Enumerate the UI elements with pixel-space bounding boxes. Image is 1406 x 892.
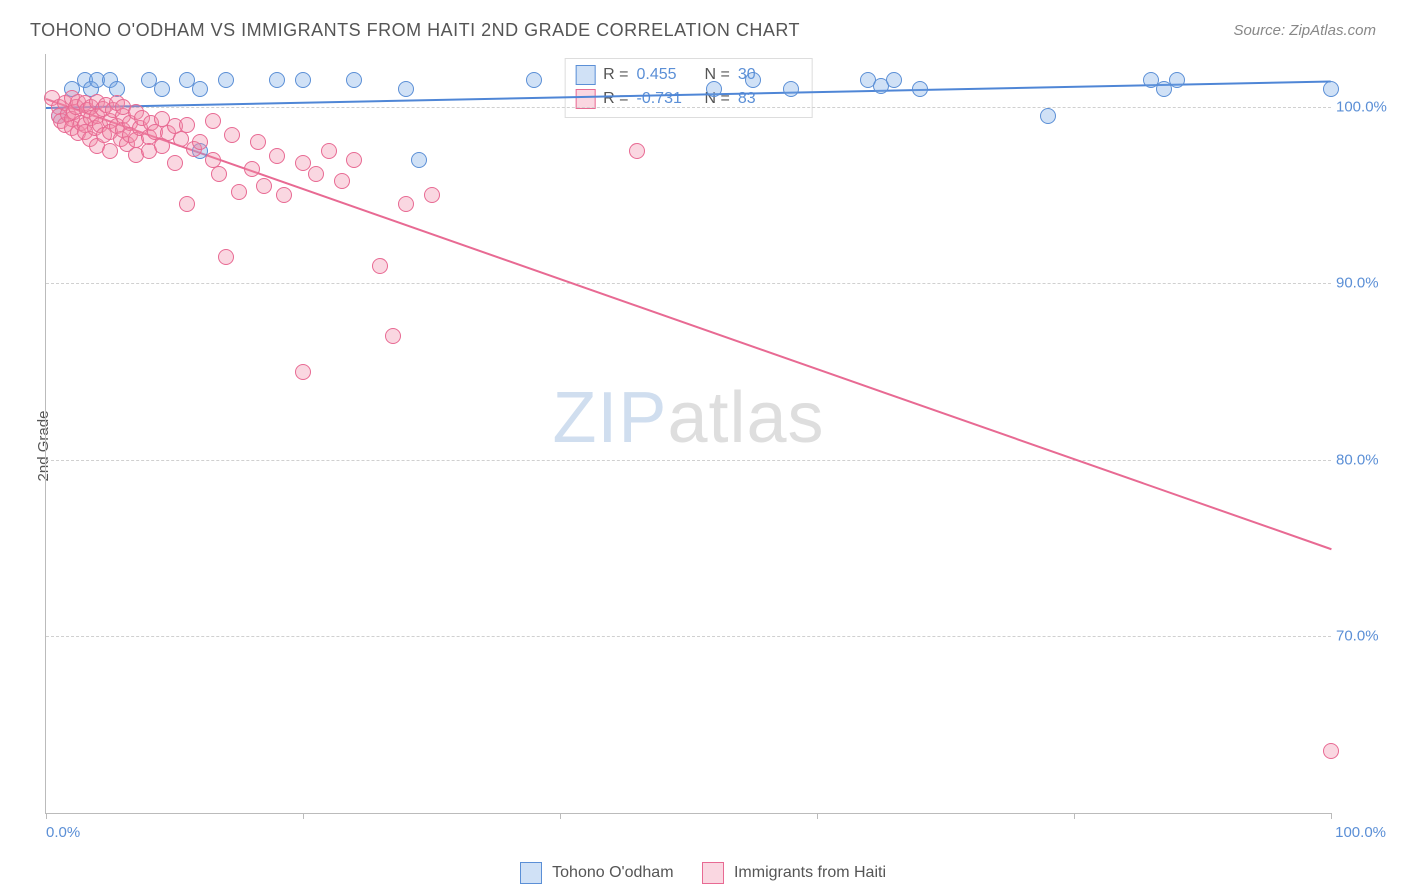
legend-r-value-0: 0.455 <box>637 63 697 87</box>
watermark-left: ZIP <box>552 378 667 458</box>
bottom-legend-swatch-0 <box>520 862 542 884</box>
scatter-point-series-1 <box>346 152 362 168</box>
x-tick <box>1074 813 1075 819</box>
scatter-point-series-1 <box>205 113 221 129</box>
scatter-point-series-0 <box>706 81 722 97</box>
scatter-point-series-1 <box>398 196 414 212</box>
x-tick <box>1331 813 1332 819</box>
chart-title: TOHONO O'ODHAM VS IMMIGRANTS FROM HAITI … <box>30 20 800 41</box>
scatter-point-series-1 <box>179 196 195 212</box>
bottom-legend: Tohono O'odham Immigrants from Haiti <box>520 862 886 884</box>
legend-stats-row-0: R = 0.455 N = 30 <box>575 63 798 87</box>
scatter-point-series-1 <box>308 166 324 182</box>
legend-r-label-0: R = <box>603 63 628 87</box>
scatter-point-series-1 <box>372 258 388 274</box>
gridline <box>46 636 1331 637</box>
bottom-legend-label-1: Immigrants from Haiti <box>734 864 886 881</box>
scatter-point-series-1 <box>256 178 272 194</box>
scatter-point-series-1 <box>218 249 234 265</box>
y-tick-label: 100.0% <box>1336 98 1391 115</box>
scatter-point-series-0 <box>1169 72 1185 88</box>
bottom-legend-item-0: Tohono O'odham <box>520 862 674 884</box>
x-tick <box>817 813 818 819</box>
scatter-point-series-1 <box>321 143 337 159</box>
x-tick <box>46 813 47 819</box>
trend-line-series-1 <box>46 98 1332 550</box>
y-tick-label: 90.0% <box>1336 275 1391 292</box>
gridline <box>46 107 1331 108</box>
scatter-point-series-1 <box>244 161 260 177</box>
plot-area: ZIPatlas R = 0.455 N = 30 R = -0.731 N =… <box>45 54 1331 814</box>
scatter-point-series-1 <box>1323 743 1339 759</box>
scatter-point-series-1 <box>179 117 195 133</box>
scatter-point-series-0 <box>269 72 285 88</box>
bottom-legend-label-0: Tohono O'odham <box>552 864 673 881</box>
source-label: Source: ZipAtlas.com <box>1233 22 1376 39</box>
scatter-point-series-1 <box>629 143 645 159</box>
scatter-point-series-1 <box>231 184 247 200</box>
bottom-legend-item-1: Immigrants from Haiti <box>702 862 886 884</box>
scatter-point-series-0 <box>346 72 362 88</box>
legend-stats-box: R = 0.455 N = 30 R = -0.731 N = 83 <box>564 58 813 118</box>
scatter-point-series-1 <box>385 328 401 344</box>
legend-swatch-0 <box>575 65 595 85</box>
scatter-point-series-0 <box>886 72 902 88</box>
watermark: ZIPatlas <box>552 377 824 459</box>
scatter-point-series-1 <box>224 127 240 143</box>
scatter-point-series-0 <box>912 81 928 97</box>
scatter-point-series-1 <box>295 364 311 380</box>
scatter-point-series-1 <box>211 166 227 182</box>
x-tick-label-max: 100.0% <box>1335 824 1386 841</box>
scatter-point-series-0 <box>745 72 761 88</box>
x-tick-label-min: 0.0% <box>46 824 80 841</box>
scatter-point-series-0 <box>526 72 542 88</box>
gridline <box>46 283 1331 284</box>
bottom-legend-swatch-1 <box>702 862 724 884</box>
watermark-right: atlas <box>667 378 824 458</box>
scatter-point-series-1 <box>276 187 292 203</box>
scatter-point-series-1 <box>424 187 440 203</box>
scatter-point-series-1 <box>334 173 350 189</box>
gridline <box>46 460 1331 461</box>
scatter-point-series-1 <box>192 134 208 150</box>
scatter-point-series-1 <box>250 134 266 150</box>
scatter-point-series-0 <box>295 72 311 88</box>
scatter-point-series-0 <box>783 81 799 97</box>
scatter-point-series-0 <box>218 72 234 88</box>
scatter-point-series-0 <box>192 81 208 97</box>
scatter-point-series-0 <box>1323 81 1339 97</box>
scatter-point-series-1 <box>167 155 183 171</box>
x-tick <box>303 813 304 819</box>
scatter-point-series-1 <box>269 148 285 164</box>
scatter-point-series-0 <box>398 81 414 97</box>
scatter-point-series-0 <box>154 81 170 97</box>
y-tick-label: 80.0% <box>1336 451 1391 468</box>
scatter-point-series-0 <box>411 152 427 168</box>
x-tick <box>560 813 561 819</box>
scatter-point-series-0 <box>1040 108 1056 124</box>
y-tick-label: 70.0% <box>1336 628 1391 645</box>
